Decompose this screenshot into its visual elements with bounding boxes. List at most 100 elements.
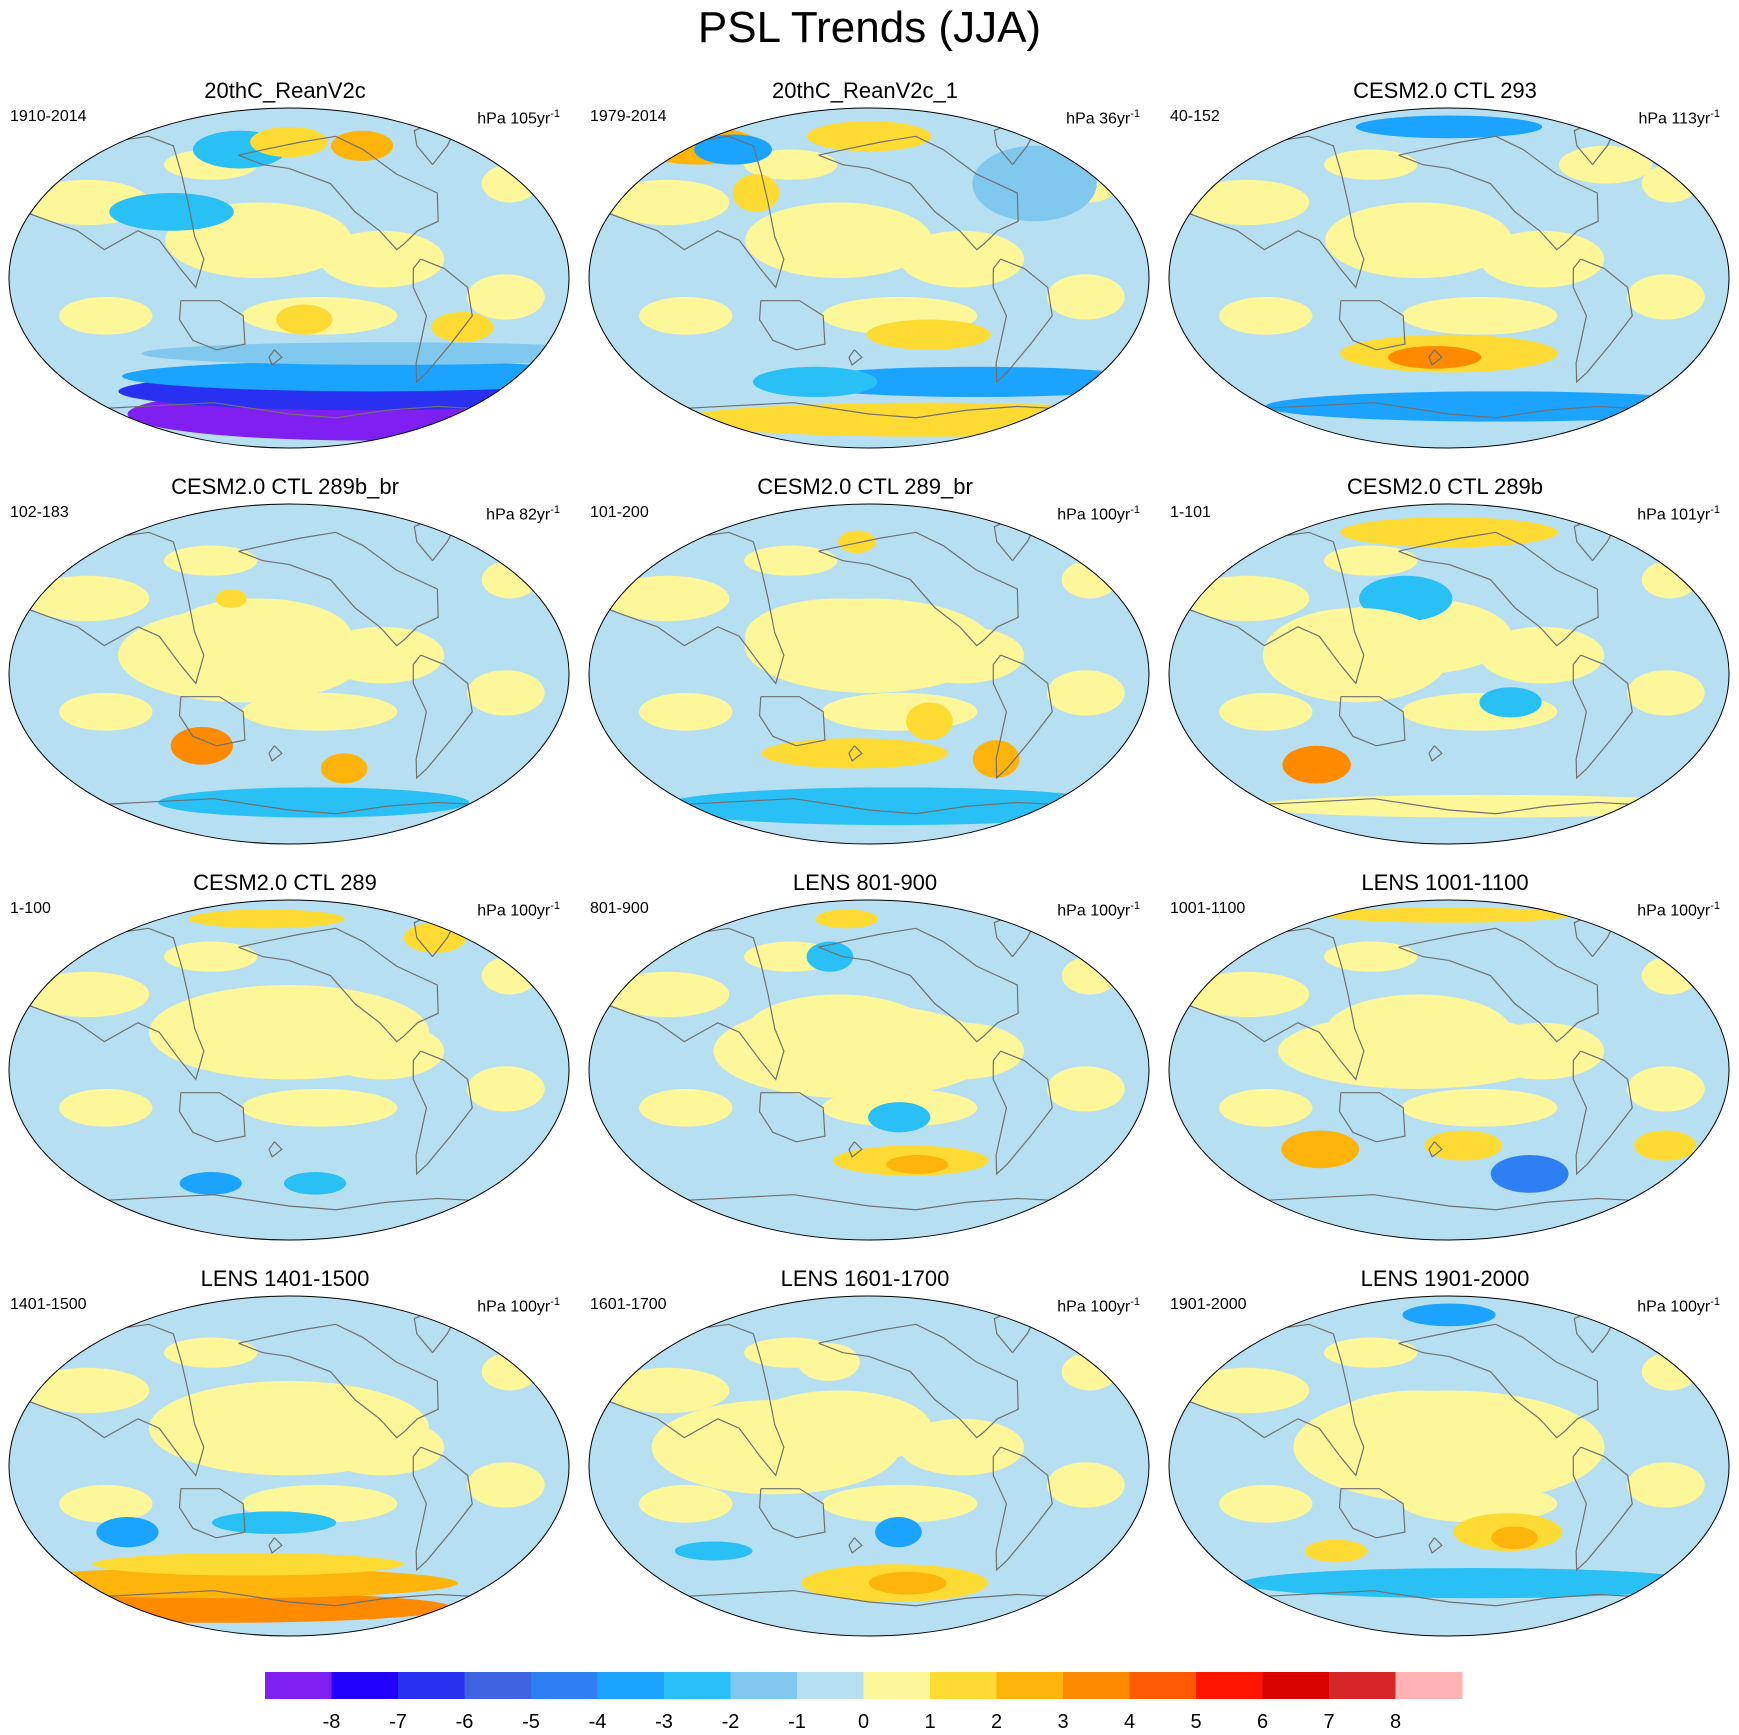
contour-fill-anomaly [815, 909, 878, 929]
contour-fill-patch [59, 296, 153, 335]
period-label: 801-900 [590, 900, 649, 917]
contour-fill-anomaly [1634, 1130, 1697, 1161]
contour-fill-anomaly [1355, 115, 1543, 139]
contour-fill-patch [1046, 670, 1125, 716]
contour-fill-patch [466, 1066, 545, 1112]
coastline [268, 745, 283, 762]
panel-title: 20thC_ReanV2c_1 [772, 78, 958, 103]
map-panel: CESM2.0 CTL 293 40-152 hPa 113yr-1 [1160, 78, 1730, 450]
coastline [412, 1050, 473, 1176]
coastline [604, 1323, 785, 1477]
colorbar-swatch [996, 1672, 1064, 1699]
contour-fill-patch [1184, 179, 1310, 226]
contour-fill-anomaly [1402, 1303, 1496, 1327]
coastline [649, 1194, 1089, 1211]
coastline [818, 1323, 1019, 1439]
coastline [1428, 745, 1443, 762]
coastline [69, 1194, 509, 1211]
psl-trend-map [8, 1295, 570, 1637]
contour-fill-anomaly [651, 1399, 901, 1495]
panel-title: LENS 801-900 [792, 870, 938, 895]
contour-fill-anomaly [906, 702, 953, 741]
colorbar-tick-label: -5 [522, 1711, 540, 1733]
coastline [268, 1141, 283, 1158]
colorbar-tick-label: -7 [389, 1711, 407, 1733]
coastline [24, 927, 205, 1081]
contour-fill-anomaly [753, 366, 878, 397]
contour-fill-anomaly [789, 366, 1149, 397]
coastline [604, 927, 785, 1081]
psl-trend-map [588, 503, 1150, 845]
coastline [649, 1590, 1089, 1607]
coastline [24, 135, 205, 289]
contour-fill-patch [1641, 1352, 1698, 1391]
contour-fill-patch [639, 1088, 733, 1127]
coastline [758, 300, 826, 351]
coastline [1229, 1590, 1669, 1607]
contour-fill-anomaly [1293, 1390, 1605, 1504]
coastline [758, 1092, 826, 1143]
colorbar-swatch [464, 1672, 532, 1699]
map-panel: CESM2.0 CTL 289b 1-101 hPa 101yr-1 [1160, 474, 1730, 846]
contour-fill-patch [899, 1418, 1025, 1476]
psl-trend-map [8, 899, 570, 1241]
contour-fill-anomaly [838, 530, 876, 554]
coastline [69, 798, 509, 815]
contour-fill-patch [1641, 164, 1698, 203]
map-panel: LENS 1901-2000 1901-2000 hPa 100yr-1 [1160, 1266, 1730, 1638]
contour-fill-patch [241, 1088, 398, 1127]
panel-title: CESM2.0 CTL 289b_br [171, 474, 399, 499]
coastline [24, 531, 205, 685]
contour-fill-anomaly [1278, 1013, 1559, 1089]
contour-fill-anomaly [694, 134, 772, 165]
contour-fill-anomaly [141, 342, 569, 365]
contour-fill-patch [1626, 670, 1705, 716]
panel-title: CESM2.0 CTL 289 [193, 870, 377, 895]
colorbar-tick-label: -4 [589, 1711, 607, 1733]
colorbar-swatch [531, 1672, 598, 1699]
contour-fill-patch [1046, 1462, 1125, 1508]
contour-fill-anomaly [179, 1172, 242, 1195]
contour-fill-patch [59, 692, 153, 731]
units-label: hPa 101yr-1 [1637, 504, 1720, 524]
coastline [604, 135, 785, 289]
coastline [649, 798, 1089, 815]
colorbar-swatch [597, 1672, 665, 1699]
contour-fill-patch [164, 1337, 258, 1368]
period-label: 1901-2000 [1170, 1296, 1247, 1313]
map-border [1168, 1295, 1730, 1637]
contour-fill-anomaly [744, 598, 994, 693]
contour-fill-patch [59, 1484, 153, 1523]
contour-fill-anomaly [1241, 1568, 1709, 1599]
contour-fill-anomaly [972, 145, 1097, 222]
coastline [1184, 135, 1365, 289]
panel-title: CESM2.0 CTL 293 [1353, 78, 1537, 103]
map-border [1168, 503, 1730, 845]
psl-trend-map [8, 503, 570, 845]
contour-fill-anomaly [866, 319, 991, 350]
coastline [848, 349, 863, 366]
contour-fill-patch [1219, 296, 1313, 335]
contour-fill-patch [744, 149, 838, 180]
contour-fill-patch [466, 1462, 545, 1508]
coastline [238, 927, 439, 1043]
map-panel: LENS 801-900 801-900 hPa 100yr-1 [580, 870, 1150, 1242]
units-label: hPa 36yr-1 [1066, 108, 1140, 128]
contour-fill-anomaly [215, 589, 247, 608]
units-label: hPa 100yr-1 [1057, 1296, 1140, 1316]
coastline [848, 1537, 863, 1554]
coastline [412, 258, 473, 384]
coastline [412, 654, 473, 780]
coastline [69, 402, 509, 419]
contour-fill-anomaly [122, 361, 569, 392]
contour-fill-patch [1641, 560, 1698, 599]
contour-fill-patch [1324, 149, 1418, 180]
contour-fill-anomaly [868, 1102, 931, 1133]
contour-fill-anomaly [1558, 145, 1653, 184]
contour-fill-patch [639, 692, 733, 731]
contour-fill-anomaly [1262, 607, 1450, 703]
coastline [238, 135, 439, 251]
contour-fill-patch [164, 941, 258, 972]
colorbar-swatch [797, 1672, 864, 1699]
coastline [758, 1488, 826, 1539]
